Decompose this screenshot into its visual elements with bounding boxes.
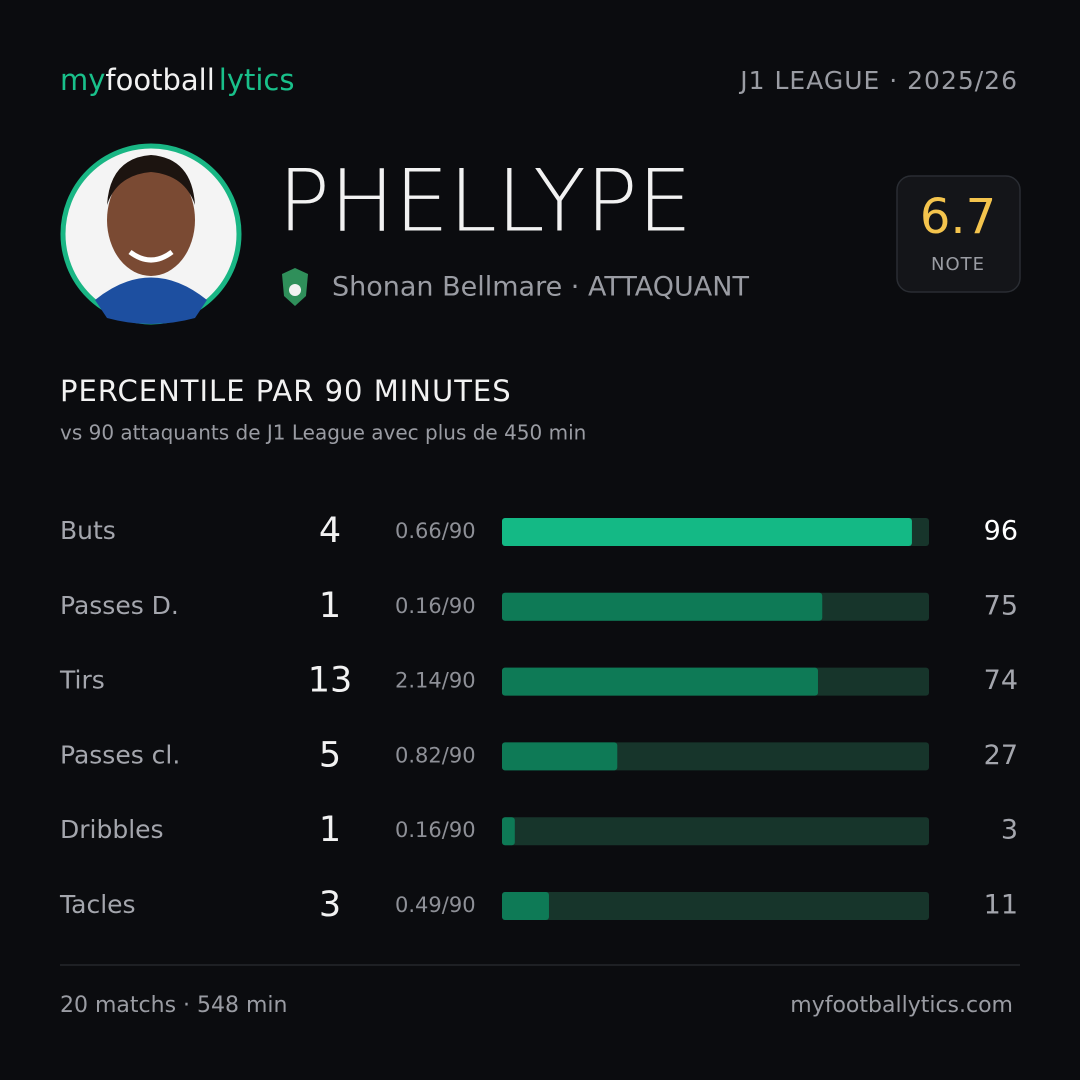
- club-icon: [282, 268, 308, 306]
- rating-label: NOTE: [931, 254, 985, 275]
- bar-track: [502, 892, 929, 920]
- percentile-label: 74: [984, 665, 1018, 696]
- bar: [502, 742, 618, 771]
- logo-part: football: [105, 63, 214, 97]
- avatar-face: [107, 164, 195, 276]
- percentile-label: 75: [984, 590, 1018, 621]
- club-ball: [289, 284, 301, 296]
- stat-label: Tacles: [59, 890, 136, 919]
- avatar-hair: [107, 155, 195, 205]
- bar: [502, 667, 818, 696]
- logo-part: lytics: [219, 63, 295, 97]
- player-name: PHELLYPE: [278, 152, 692, 252]
- footer-right: myfootballytics.com: [790, 993, 1013, 1018]
- stat-count: 1: [319, 586, 341, 626]
- stat-label: Passes D.: [60, 591, 179, 620]
- stat-label: Buts: [60, 516, 116, 545]
- rating: 6.7: [920, 189, 996, 245]
- avatar-shirt: [95, 277, 207, 324]
- bar: [502, 592, 823, 621]
- rating-box: [896, 175, 1021, 293]
- percentile-label: 3: [1001, 815, 1018, 846]
- footer-left: 20 matchs · 548 min: [60, 993, 287, 1018]
- stat-per90: 2.14/90: [395, 669, 476, 693]
- section-subtitle: vs 90 attaquants de J1 League avec plus …: [60, 421, 586, 445]
- stat-count: 5: [319, 735, 341, 775]
- stat-per90: 0.66/90: [395, 519, 476, 543]
- stat-per90: 0.16/90: [395, 818, 476, 842]
- logo: myfootball lytics: [60, 63, 294, 97]
- stat-per90: 0.82/90: [395, 743, 476, 767]
- bar: [502, 892, 549, 920]
- bar: [502, 518, 912, 546]
- club-position: Shonan Bellmare · ATTAQUANT: [332, 272, 749, 303]
- avatar-smile: [128, 249, 174, 263]
- percentile-label: 96: [984, 516, 1018, 547]
- stat-label: Passes cl.: [60, 740, 180, 769]
- bar-track: [502, 817, 929, 846]
- percentile-label: 11: [984, 890, 1018, 921]
- section-title: PERCENTILE PAR 90 MINUTES: [60, 374, 512, 408]
- stat-per90: 0.16/90: [395, 594, 476, 618]
- league: J1 LEAGUE · 2025/26: [738, 66, 1018, 95]
- stat-label: Tirs: [59, 666, 105, 695]
- stat-count: 3: [319, 885, 341, 925]
- avatar: [60, 143, 242, 325]
- logo-part: my: [60, 63, 105, 97]
- stat-count: 13: [308, 661, 353, 701]
- stat-count: 1: [319, 810, 341, 850]
- stat-count: 4: [319, 511, 341, 551]
- bar: [502, 817, 515, 846]
- stat-label: Dribbles: [60, 815, 164, 844]
- percentile-label: 27: [984, 740, 1018, 771]
- stat-per90: 0.49/90: [395, 893, 476, 917]
